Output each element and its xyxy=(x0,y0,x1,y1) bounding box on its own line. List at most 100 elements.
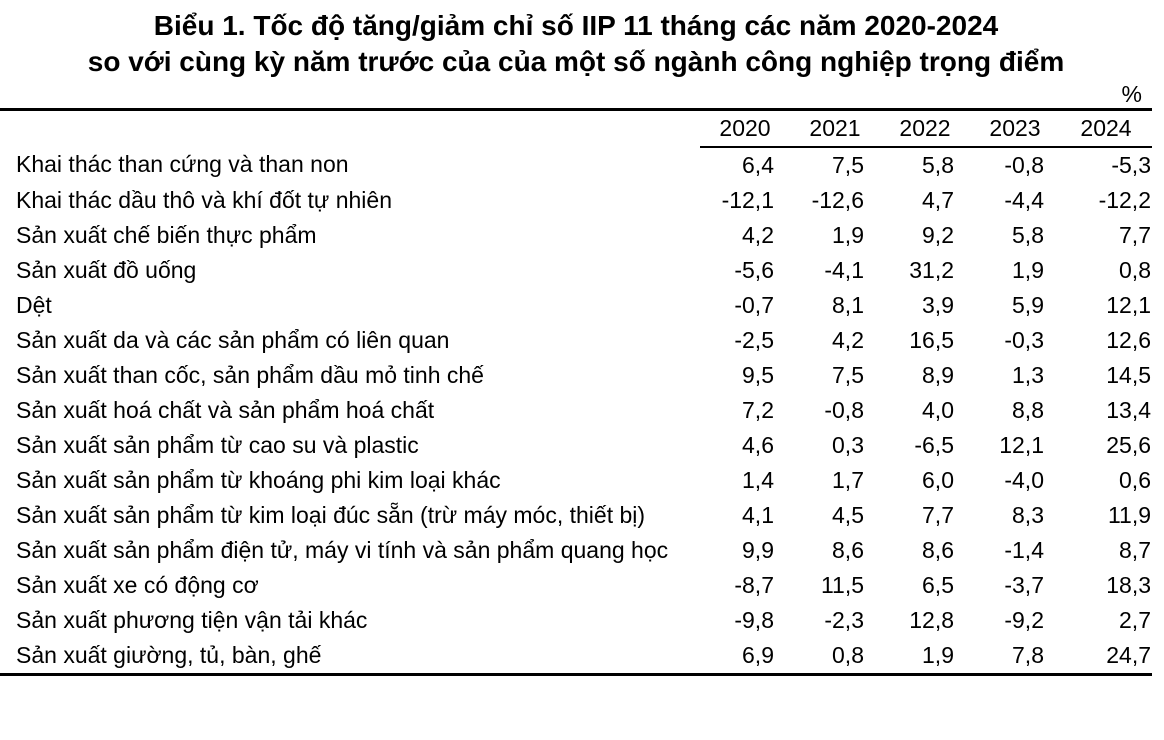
header-label-spacer xyxy=(0,110,700,148)
value-cell: 1,9 xyxy=(1012,257,1044,283)
value-cell: 7,5 xyxy=(832,152,864,178)
value-cell: 24,7 xyxy=(1106,642,1151,668)
value-cell: -6,5 xyxy=(914,432,954,458)
value-cell: 4,6 xyxy=(742,432,774,458)
value-cell: 18,3 xyxy=(1106,572,1151,598)
value-cell: -3,7 xyxy=(1004,572,1044,598)
table-row: Sản xuất xe có động cơ -8,7 11,5 6,5 -3,7 18,… xyxy=(0,568,1152,603)
year-header: 2023 xyxy=(970,109,1060,148)
figure-title: Biểu 1. Tốc độ tăng/giảm chỉ số IIP 11 t… xyxy=(0,0,1152,80)
value-cell: 9,5 xyxy=(742,362,774,388)
value-cell: -9,2 xyxy=(1004,607,1044,633)
unit-label: % xyxy=(1121,81,1142,107)
value-cell: 12,6 xyxy=(1106,327,1151,353)
year-header: 2022 xyxy=(880,109,970,148)
table-row: Khai thác than cứng và than non 6,4 7,5 5,8… xyxy=(0,147,1152,183)
value-cell: -2,5 xyxy=(734,327,774,353)
value-cell: -5,6 xyxy=(734,257,774,283)
value-cell: 1,9 xyxy=(832,222,864,248)
row-label: Sản xuất giường, tủ, bàn, ghế xyxy=(16,642,322,668)
table-row: Khai thác dầu thô và khí đốt tự nhiên -12… xyxy=(0,183,1152,218)
row-label: Sản xuất chế biến thực phẩm xyxy=(16,222,317,248)
value-cell: 4,0 xyxy=(922,397,954,423)
value-cell: 4,1 xyxy=(742,502,774,528)
figure-title-line2: so với cùng kỳ năm trước của của một số … xyxy=(87,46,1065,77)
value-cell: 12,1 xyxy=(999,432,1044,458)
value-cell: -12,2 xyxy=(1098,187,1151,213)
value-cell: 6,9 xyxy=(742,642,774,668)
value-cell: -0,7 xyxy=(734,292,774,318)
value-cell: 11,5 xyxy=(820,572,864,598)
row-label: Sản xuất sản phẩm điện tử, máy vi tính v… xyxy=(16,537,669,563)
table-row: Sản xuất than cốc, sản phẩm dầu mỏ tinh … xyxy=(0,358,1152,393)
value-cell: -0,3 xyxy=(1004,327,1044,353)
value-cell: 0,8 xyxy=(832,642,864,668)
value-cell: 8,6 xyxy=(832,537,864,563)
table-row: Sản xuất phương tiện vận tải khác -9,8 -2,… xyxy=(0,603,1152,638)
table-row: Sản xuất đồ uống -5,6 -4,1 31,2 1,9 0,8 xyxy=(0,253,1152,288)
row-label: Dệt xyxy=(16,292,52,318)
iip-table: 2020 2021 2022 2023 2024 Khai thác than cứng… xyxy=(0,108,1152,676)
table-row: Sản xuất sản phẩm từ cao su và plastic 4,… xyxy=(0,428,1152,463)
row-label: Sản xuất hoá chất và sản phẩm hoá chất xyxy=(16,397,435,423)
row-label: Khai thác dầu thô và khí đốt tự nhiên xyxy=(16,187,392,213)
table-row: Dệt -0,7 8,1 3,9 5,9 12,1 xyxy=(0,288,1152,323)
value-cell: -8,7 xyxy=(734,572,774,598)
figure-title-line1: Biểu 1. Tốc độ tăng/giảm chỉ số IIP 11 t… xyxy=(153,10,999,41)
table-row: Sản xuất chế biến thực phẩm 4,2 1,9 9,2 5,8 7… xyxy=(0,218,1152,253)
value-cell: 1,7 xyxy=(832,467,864,493)
table-row: Sản xuất sản phẩm từ khoáng phi kim loại… xyxy=(0,463,1152,498)
year-header-row: 2020 2021 2022 2023 2024 xyxy=(0,109,1152,148)
value-cell: 0,3 xyxy=(832,432,864,458)
value-cell: 1,9 xyxy=(922,642,954,668)
value-cell: -1,4 xyxy=(1004,537,1044,563)
row-label: Khai thác than cứng và than non xyxy=(16,151,349,177)
value-cell: 8,6 xyxy=(922,537,954,563)
value-cell: 5,8 xyxy=(1012,222,1044,248)
row-label: Sản xuất xe có động cơ xyxy=(16,572,259,598)
row-label: Sản xuất sản phẩm từ cao su và plastic xyxy=(16,432,419,458)
table-row: Sản xuất sản phẩm từ kim loại đúc sẵn (t… xyxy=(0,498,1152,533)
value-cell: -12,6 xyxy=(811,187,864,213)
value-cell: 9,2 xyxy=(922,222,954,248)
value-cell: 4,2 xyxy=(742,222,774,248)
table-row: Sản xuất sản phẩm điện tử, máy vi tính v… xyxy=(0,533,1152,568)
value-cell: 8,8 xyxy=(1012,397,1044,423)
value-cell: 4,7 xyxy=(922,187,954,213)
value-cell: 1,3 xyxy=(1012,362,1044,388)
value-cell: 9,9 xyxy=(742,537,774,563)
value-cell: 7,8 xyxy=(1012,642,1044,668)
value-cell: 7,5 xyxy=(832,362,864,388)
value-cell: 7,7 xyxy=(922,502,954,528)
value-cell: 8,3 xyxy=(1012,502,1044,528)
value-cell: 12,1 xyxy=(1106,292,1151,318)
value-cell: 11,9 xyxy=(1107,502,1151,528)
table-row: Sản xuất giường, tủ, bàn, ghế 6,9 0,8 1,9 7,… xyxy=(0,638,1152,675)
value-cell: -4,1 xyxy=(824,257,864,283)
row-label: Sản xuất phương tiện vận tải khác xyxy=(16,607,368,633)
row-label: Sản xuất da và các sản phẩm có liên quan xyxy=(16,327,450,353)
value-cell: -0,8 xyxy=(824,397,864,423)
value-cell: 8,7 xyxy=(1119,537,1151,563)
value-cell: 7,7 xyxy=(1119,222,1151,248)
value-cell: 13,4 xyxy=(1106,397,1151,423)
year-header: 2020 xyxy=(700,109,790,148)
value-cell: 1,4 xyxy=(742,467,774,493)
value-cell: 0,6 xyxy=(1119,467,1151,493)
value-cell: -5,3 xyxy=(1111,152,1151,178)
value-cell: 6,0 xyxy=(922,467,954,493)
table-row: Sản xuất hoá chất và sản phẩm hoá chất 7,… xyxy=(0,393,1152,428)
value-cell: 6,5 xyxy=(922,572,954,598)
value-cell: 2,7 xyxy=(1119,607,1151,633)
year-header: 2021 xyxy=(790,109,880,148)
value-cell: 14,5 xyxy=(1106,362,1151,388)
value-cell: -9,8 xyxy=(734,607,774,633)
row-label: Sản xuất sản phẩm từ kim loại đúc sẵn (t… xyxy=(16,502,646,528)
value-cell: -0,8 xyxy=(1004,152,1044,178)
value-cell: 0,8 xyxy=(1119,257,1151,283)
value-cell: 31,2 xyxy=(909,257,954,283)
value-cell: 16,5 xyxy=(909,327,954,353)
table-row: Sản xuất da và các sản phẩm có liên quan… xyxy=(0,323,1152,358)
value-cell: 8,1 xyxy=(832,292,864,318)
row-label: Sản xuất đồ uống xyxy=(16,257,197,283)
